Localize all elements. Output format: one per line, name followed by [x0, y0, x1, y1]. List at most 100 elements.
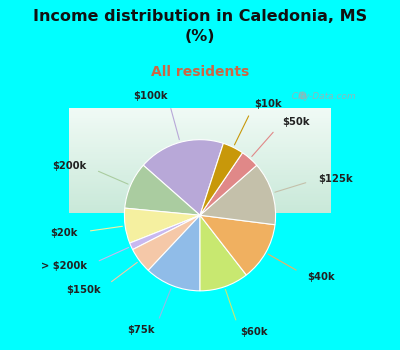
Bar [69, 188, 331, 189]
Bar [69, 140, 331, 141]
Bar [69, 212, 331, 213]
Text: $40k: $40k [308, 272, 335, 282]
Bar [69, 120, 331, 121]
Bar [69, 165, 331, 166]
Bar [69, 136, 331, 138]
Wedge shape [148, 215, 200, 291]
Bar [69, 125, 331, 126]
Bar [69, 127, 331, 128]
Wedge shape [200, 215, 275, 275]
Bar [69, 139, 331, 140]
Bar [69, 116, 331, 117]
Bar [69, 152, 331, 153]
Bar [69, 171, 331, 172]
Bar [69, 170, 331, 171]
Bar [69, 211, 331, 212]
Bar [69, 135, 331, 137]
Bar [69, 176, 331, 177]
Bar [69, 166, 331, 167]
Bar [69, 191, 331, 192]
Text: $150k: $150k [66, 285, 101, 295]
Bar [69, 155, 331, 156]
Text: City-Data.com: City-Data.com [286, 92, 355, 102]
Bar [69, 154, 331, 155]
Text: $60k: $60k [240, 328, 268, 337]
Bar [69, 205, 331, 206]
Bar [69, 113, 331, 114]
Bar [69, 128, 331, 129]
Bar [69, 121, 331, 122]
Bar [69, 161, 331, 162]
Bar [69, 110, 331, 111]
Bar [69, 173, 331, 174]
Bar [69, 126, 331, 127]
Bar [69, 169, 331, 170]
Bar [69, 203, 331, 204]
Bar [69, 153, 331, 154]
Text: $50k: $50k [282, 117, 310, 127]
Bar [69, 186, 331, 187]
Bar [69, 178, 331, 180]
Bar [69, 182, 331, 183]
Bar [69, 149, 331, 150]
Bar [69, 114, 331, 116]
Bar [69, 119, 331, 120]
Wedge shape [125, 165, 200, 215]
Bar [69, 183, 331, 184]
Text: $10k: $10k [254, 99, 282, 109]
Bar [69, 199, 331, 201]
Wedge shape [200, 153, 257, 215]
Bar [69, 151, 331, 152]
Bar [69, 132, 331, 133]
Bar [69, 147, 331, 148]
Bar [69, 181, 331, 182]
Bar [69, 148, 331, 149]
Bar [69, 197, 331, 198]
Bar [69, 158, 331, 159]
Wedge shape [143, 140, 223, 215]
Bar [69, 184, 331, 185]
Text: $75k: $75k [127, 326, 154, 335]
Bar [69, 209, 331, 210]
Bar [69, 133, 331, 134]
Bar [69, 111, 331, 112]
Bar [69, 193, 331, 194]
Bar [69, 131, 331, 132]
Bar [69, 180, 331, 181]
Bar [69, 185, 331, 186]
Bar [69, 109, 331, 110]
Text: > $200k: > $200k [41, 261, 87, 271]
Bar [69, 129, 331, 130]
Bar [69, 168, 331, 169]
Bar [69, 204, 331, 205]
Bar [69, 118, 331, 119]
Text: All residents: All residents [151, 65, 249, 79]
Bar [69, 167, 331, 168]
Wedge shape [200, 215, 246, 291]
Bar [69, 206, 331, 207]
Bar [69, 195, 331, 196]
Bar [69, 192, 331, 193]
Wedge shape [200, 165, 276, 225]
Bar [69, 202, 331, 203]
Bar [69, 194, 331, 195]
Bar [69, 190, 331, 191]
Bar [69, 210, 331, 211]
Bar [69, 146, 331, 147]
Bar [69, 177, 331, 178]
Bar [69, 160, 331, 161]
Bar [69, 175, 331, 176]
Bar [69, 208, 331, 209]
Wedge shape [130, 215, 200, 250]
Wedge shape [133, 215, 200, 270]
Bar [69, 207, 331, 208]
Bar [69, 164, 331, 165]
Bar [69, 162, 331, 163]
Bar [69, 122, 331, 123]
Bar [69, 198, 331, 200]
Text: $20k: $20k [50, 228, 77, 238]
Bar [69, 124, 331, 125]
Bar [69, 172, 331, 173]
Text: $200k: $200k [52, 161, 86, 171]
Bar [69, 134, 331, 135]
